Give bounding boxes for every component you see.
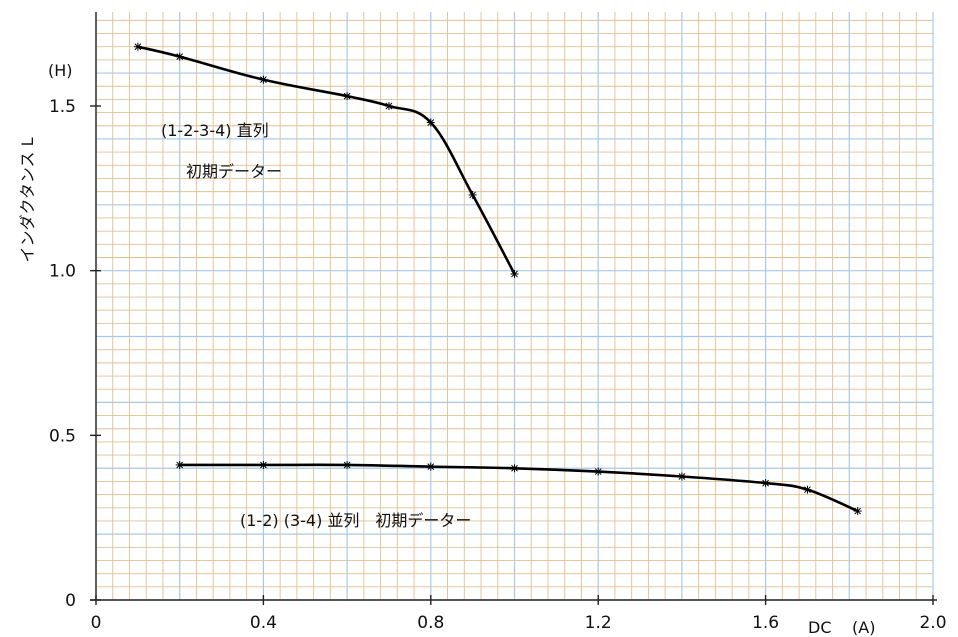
point-marker-stroke [260, 76, 267, 84]
y-tick-label: 0.5 [49, 426, 76, 446]
x-tick-label: 1.6 [752, 613, 779, 633]
x-tick-label: 0 [91, 613, 102, 633]
series-1-point [133, 42, 142, 51]
series-2-point [803, 485, 812, 494]
series-2-point [853, 507, 862, 516]
point-marker-stroke [594, 468, 602, 475]
point-marker-stroke [260, 461, 267, 469]
series-2-point [426, 462, 435, 471]
point-marker-stroke [469, 191, 477, 199]
point-marker-stroke [134, 43, 142, 51]
series-1-point [343, 92, 352, 101]
series-2-point [761, 479, 770, 488]
point-marker-stroke [854, 507, 862, 515]
series-2-point [259, 460, 268, 469]
series-1-point [426, 118, 435, 127]
point-marker-stroke [427, 463, 435, 470]
series-1-point [384, 102, 393, 110]
major-grid [95, 12, 934, 601]
x-tick-label: 1.2 [585, 613, 612, 633]
series-2-point [175, 460, 184, 469]
point-marker-stroke [176, 461, 184, 469]
x-axis-unit: (A) [852, 618, 875, 637]
point-marker-stroke [804, 486, 811, 494]
point-marker-stroke [385, 102, 393, 110]
y-tick-label: 1.0 [49, 262, 76, 282]
x-axis-label: DC [808, 618, 832, 637]
y-tick-label: 0 [65, 591, 76, 611]
x-tick-label: 0.8 [417, 613, 444, 633]
tick-labels: 0 0.4 0.8 1.2 1.6 2.0 0 0.5 1.0 1.5 [49, 97, 947, 633]
y-axis-unit: (H) [48, 61, 73, 80]
series-2-annotation: (1-2) (3-4) 並列 初期データー [240, 511, 471, 530]
axes [90, 12, 937, 605]
series-1-annotation: (1-2-3-4) 直列 [161, 121, 269, 140]
series-1-point [259, 75, 268, 84]
y-tick-label: 1.5 [49, 97, 76, 117]
point-marker-stroke [511, 270, 518, 278]
x-tick-label: 0.4 [250, 613, 277, 633]
point-marker-stroke [176, 53, 184, 60]
series-2-point [343, 460, 352, 469]
series-2-point [510, 464, 519, 473]
y-axis-label: インダクタンス L [18, 137, 37, 262]
series-1-annotation: 初期データー [186, 162, 282, 181]
series-layer [133, 42, 862, 516]
point-marker-stroke [511, 464, 518, 472]
series-2-point [677, 472, 686, 481]
point-marker-stroke [427, 119, 435, 126]
x-tick-label: 2.0 [919, 613, 946, 633]
point-marker-stroke [678, 473, 686, 480]
series-2-point [594, 467, 603, 476]
point-marker-stroke [343, 92, 351, 100]
series-1-point [468, 190, 477, 199]
point-marker-stroke [762, 479, 769, 487]
series-2-line [178, 463, 859, 513]
series-1-point [510, 269, 519, 278]
series-1-line [136, 45, 516, 276]
series-1-point [175, 52, 184, 61]
point-marker-stroke [343, 461, 351, 469]
